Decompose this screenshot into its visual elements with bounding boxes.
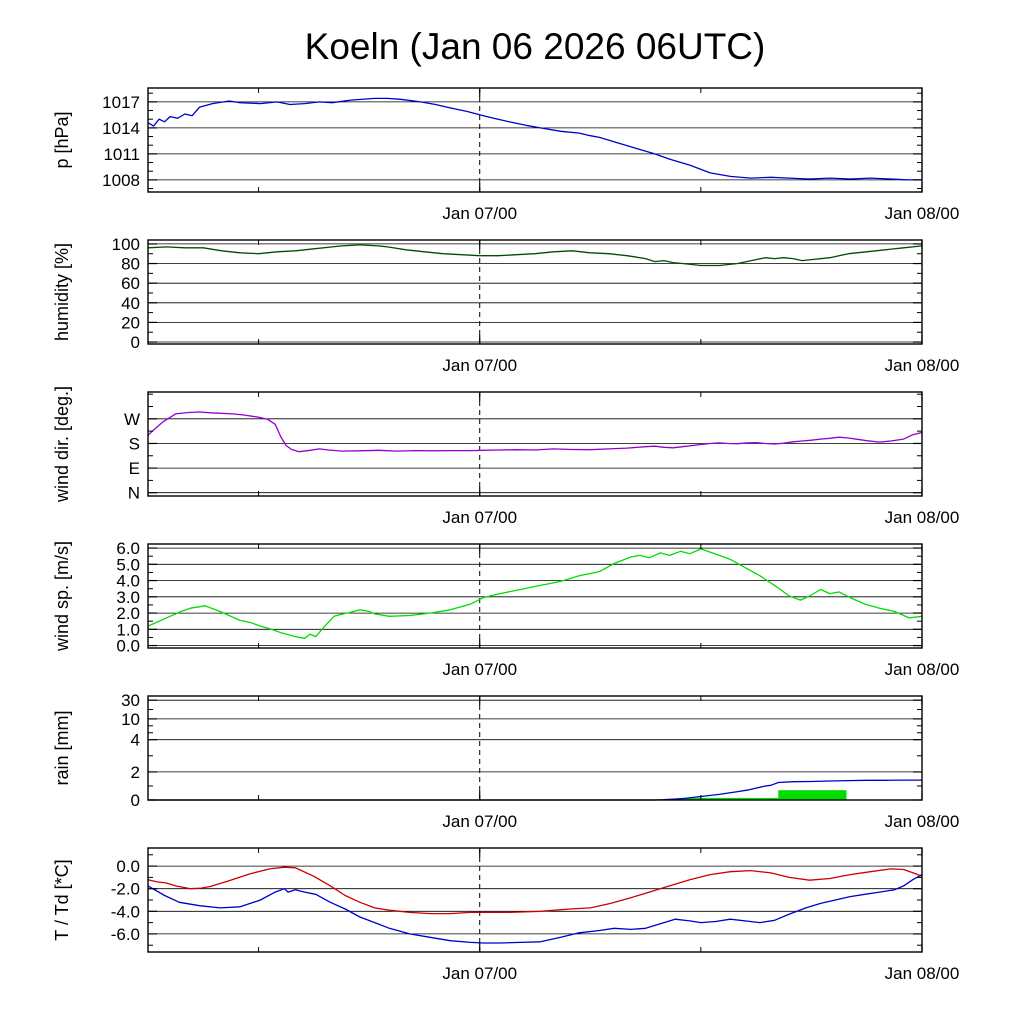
panel-temperature: 0.0 -2.0 -4.0 -6.0 Jan 07/00 Jan 08/00 T / Td … <box>0 840 1024 992</box>
svg-text:Jan 08/00: Jan 08/00 <box>885 660 960 679</box>
svg-text:10: 10 <box>121 710 140 729</box>
chart-title: Koeln (Jan 06 2026 06UTC) <box>304 26 766 67</box>
svg-text:Jan 08/00: Jan 08/00 <box>885 964 960 983</box>
panel-stack: 1008 1011 1014 1017 Jan 07/00 Jan 08/00 p [hPa… <box>0 80 1024 992</box>
svg-text:E: E <box>129 459 140 478</box>
svg-text:Jan 07/00: Jan 07/00 <box>442 204 517 223</box>
svg-text:-6.0: -6.0 <box>111 925 140 944</box>
svg-text:S: S <box>129 434 140 453</box>
svg-text:p [hPa]: p [hPa] <box>52 111 72 168</box>
svg-text:4: 4 <box>131 731 140 750</box>
svg-text:Jan 07/00: Jan 07/00 <box>442 660 517 679</box>
svg-text:1011: 1011 <box>103 145 140 164</box>
svg-text:Jan 08/00: Jan 08/00 <box>885 812 960 831</box>
svg-text:3.0: 3.0 <box>116 588 140 607</box>
panel-pressure: 1008 1011 1014 1017 Jan 07/00 Jan 08/00 p [hPa… <box>0 80 1024 232</box>
svg-text:20: 20 <box>121 313 140 332</box>
pressure-chart: 1008 1011 1014 1017 Jan 07/00 Jan 08/00 p [hPa… <box>52 87 960 223</box>
svg-text:humidity [%]: humidity [%] <box>52 243 72 341</box>
svg-text:60: 60 <box>121 274 140 293</box>
svg-text:30: 30 <box>121 691 140 710</box>
panel-wind-direction: N E S W Jan 07/00 Jan 08/00 wind dir. [deg.] <box>0 384 1024 536</box>
svg-text:N: N <box>128 484 140 503</box>
svg-text:Jan 08/00: Jan 08/00 <box>885 204 960 223</box>
svg-text:1014: 1014 <box>102 119 140 138</box>
svg-text:0: 0 <box>131 791 140 810</box>
svg-text:Jan 07/00: Jan 07/00 <box>442 356 517 375</box>
svg-text:W: W <box>124 410 140 429</box>
svg-text:wind dir. [deg.]: wind dir. [deg.] <box>52 386 72 503</box>
svg-text:-4.0: -4.0 <box>111 902 140 921</box>
wind-speed-chart: 0.01.02.03.04.05.06.0 Jan 07/00 Jan 08/00 w… <box>52 539 960 679</box>
svg-text:T / Td [*C]: T / Td [*C] <box>52 859 72 940</box>
svg-text:1008: 1008 <box>102 171 140 190</box>
svg-text:0.0: 0.0 <box>116 637 140 656</box>
svg-text:100: 100 <box>112 235 140 254</box>
svg-text:0.0: 0.0 <box>116 857 140 876</box>
svg-text:80: 80 <box>121 255 140 274</box>
svg-text:Jan 07/00: Jan 07/00 <box>442 964 517 983</box>
svg-text:Jan 08/00: Jan 08/00 <box>885 508 960 527</box>
svg-text:rain [mm]: rain [mm] <box>52 710 72 785</box>
svg-text:6.0: 6.0 <box>116 539 140 558</box>
svg-text:Jan 07/00: Jan 07/00 <box>442 508 517 527</box>
svg-text:-2.0: -2.0 <box>111 880 140 899</box>
svg-text:2: 2 <box>131 763 140 782</box>
svg-text:wind sp. [m/s]: wind sp. [m/s] <box>52 541 72 652</box>
temperature-dewpoint-chart: 0.0 -2.0 -4.0 -6.0 Jan 07/00 Jan 08/00 T / Td … <box>52 847 960 983</box>
svg-text:1.0: 1.0 <box>116 620 140 639</box>
panel-rain: 0 2 4 10 30 Jan 07/00 Jan 08/00 rain [mm] <box>0 688 1024 840</box>
panel-humidity: 0 20 40 60 80 100 Jan 07/00 Jan 08/00 humidity [… <box>0 232 1024 384</box>
svg-text:1017: 1017 <box>102 93 140 112</box>
svg-text:0: 0 <box>131 333 140 352</box>
svg-text:40: 40 <box>121 294 140 313</box>
svg-text:4.0: 4.0 <box>116 572 140 591</box>
svg-text:Jan 07/00: Jan 07/00 <box>442 812 517 831</box>
svg-text:2.0: 2.0 <box>116 604 140 623</box>
svg-text:5.0: 5.0 <box>116 555 140 574</box>
svg-text:Jan 08/00: Jan 08/00 <box>885 356 960 375</box>
panel-wind-speed: 0.0 1.0 2.0 3.0 4.0 5.0 6.0 Jan 07/00 Jan 08/00 w… <box>0 536 1024 688</box>
